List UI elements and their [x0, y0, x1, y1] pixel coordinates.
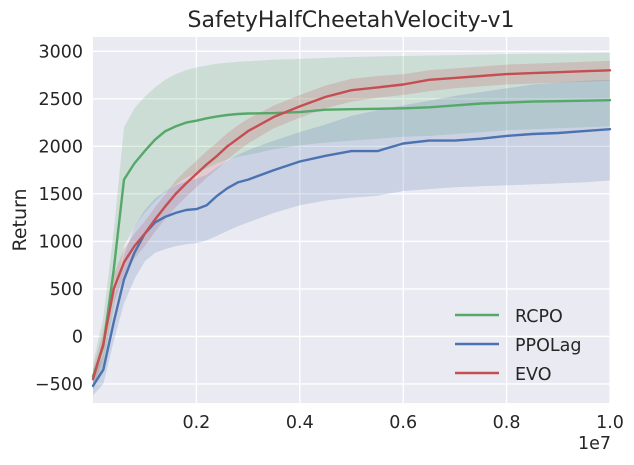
x-tick-label: 0.4 [286, 413, 314, 433]
evo-confidence-band [93, 60, 610, 390]
ppolag-confidence-band [93, 79, 610, 396]
y-tick-label: 1000 [38, 232, 83, 252]
y-axis: −500 0 500 1000 1500 2000 2500 3000 [35, 42, 83, 395]
x-axis: 0.2 0.4 0.6 0.8 1.0 [182, 413, 623, 433]
x-axis-offset-label: 1e7 [578, 434, 611, 454]
y-tick-label: 0 [72, 327, 83, 347]
legend-label-rcpo: RCPO [515, 307, 563, 327]
rcpo-confidence-band [93, 52, 610, 390]
y-tick-label: 3000 [38, 42, 83, 62]
y-tick-label: 2500 [38, 90, 83, 110]
legend: RCPO PPOLag EVO [455, 307, 581, 385]
y-tick-label: −500 [35, 375, 83, 395]
y-tick-label: 2000 [38, 137, 83, 157]
legend-label-ppolag: PPOLag [515, 336, 581, 356]
x-tick-label: 0.2 [182, 413, 210, 433]
y-tick-label: 500 [50, 280, 83, 300]
chart-title: SafetyHalfCheetahVelocity-v1 [188, 8, 515, 33]
grid [93, 37, 611, 403]
legend-label-evo: EVO [515, 365, 552, 385]
plot-area [93, 37, 610, 403]
x-tick-label: 0.8 [493, 413, 521, 433]
series-lines [91, 69, 612, 388]
x-tick-label: 1.0 [596, 413, 624, 433]
rcpo-line [91, 98, 612, 378]
y-axis-label: Return [9, 188, 31, 251]
y-tick-label: 1500 [38, 185, 83, 205]
x-tick-label: 0.6 [389, 413, 417, 433]
evo-line [91, 69, 612, 381]
confidence-bands [93, 52, 610, 396]
